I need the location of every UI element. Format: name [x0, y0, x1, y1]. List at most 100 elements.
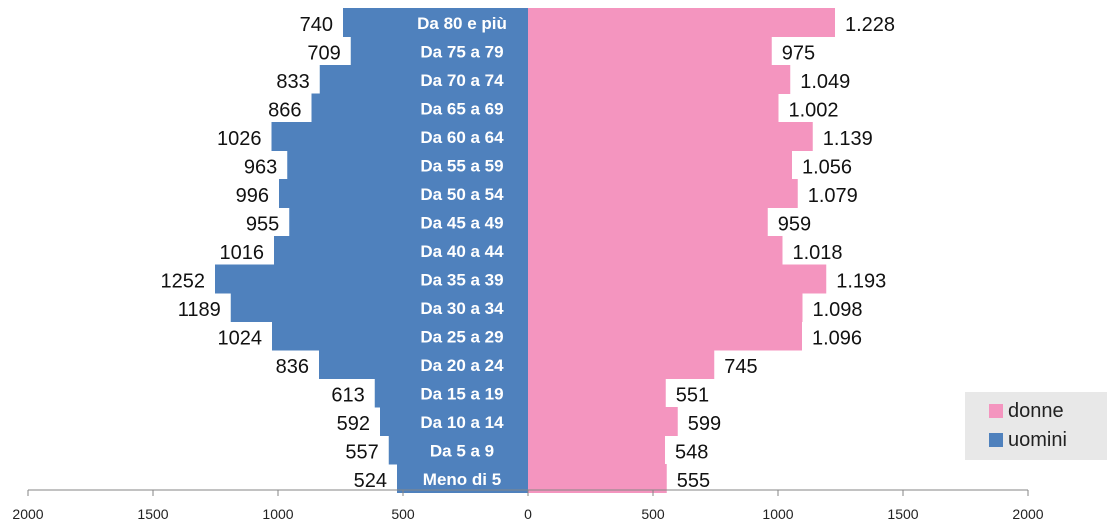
bar-donne [528, 122, 813, 151]
value-label-uomini: 740 [300, 14, 333, 36]
value-label-uomini: 1024 [218, 328, 263, 350]
legend-label-uomini: uomini [1008, 428, 1067, 451]
men-bars [215, 8, 528, 493]
women-bars [528, 8, 835, 493]
value-label-donne: 959 [778, 214, 811, 236]
bar-uomini [230, 293, 528, 322]
x-tick-label: 1500 [887, 506, 918, 522]
value-label-uomini: 866 [268, 100, 301, 122]
bar-donne [528, 435, 665, 465]
age-group-label: Da 45 a 49 [420, 214, 503, 233]
age-group-label: Da 5 a 9 [430, 442, 494, 461]
value-label-donne: 1.056 [802, 157, 852, 179]
value-label-uomini: 833 [276, 71, 309, 93]
value-label-uomini: 709 [307, 43, 340, 65]
age-group-label: Da 60 a 64 [420, 128, 504, 147]
bar-donne [528, 293, 803, 322]
value-label-uomini: 996 [236, 185, 269, 207]
value-label-donne: 1.079 [808, 185, 858, 207]
bar-donne [528, 8, 835, 37]
value-label-uomini: 557 [345, 442, 378, 464]
bar-uomini [289, 207, 528, 237]
age-group-label: Da 10 a 14 [420, 413, 504, 432]
bar-uomini [272, 321, 528, 351]
bar-uomini [271, 122, 528, 151]
bar-uomini [374, 378, 528, 408]
bar-donne [528, 207, 768, 237]
value-label-donne: 745 [724, 356, 757, 378]
legend: donne uomini [965, 392, 1107, 460]
value-label-uomini: 1016 [220, 242, 265, 264]
bar-uomini [343, 8, 528, 37]
value-label-donne: 1.098 [813, 299, 863, 321]
age-group-label: Da 50 a 54 [420, 185, 504, 204]
age-group-label: Da 35 a 39 [420, 271, 503, 290]
bar-donne [528, 264, 827, 294]
bar-uomini [319, 65, 528, 94]
bar-uomini [388, 435, 528, 465]
bar-donne [528, 65, 791, 94]
legend-swatch-donne [989, 404, 1003, 418]
bar-uomini [319, 350, 528, 379]
age-group-label: Da 20 a 24 [420, 356, 504, 375]
bar-uomini [215, 264, 528, 294]
bar-donne [528, 93, 779, 123]
legend-swatch-uomini [989, 433, 1003, 447]
value-labels: 740 1.228 709 975 833 1.049 866 1.002 1026 1.139 9… [161, 14, 896, 492]
value-label-uomini: 524 [354, 470, 387, 492]
age-group-label: Da 30 a 34 [420, 299, 504, 318]
bar-uomini [350, 36, 528, 66]
age-group-label: Da 55 a 59 [420, 157, 503, 176]
bar-donne [528, 321, 802, 351]
x-tick-label: 1000 [762, 506, 793, 522]
age-group-label: Da 40 a 44 [420, 242, 504, 261]
value-label-donne: 1.018 [793, 242, 843, 264]
age-group-label: Da 80 e più [417, 14, 507, 33]
value-label-uomini: 963 [244, 157, 277, 179]
bar-donne [528, 36, 772, 66]
bar-donne [528, 236, 783, 265]
value-label-uomini: 1026 [217, 128, 262, 150]
value-label-donne: 551 [676, 385, 709, 407]
bar-uomini [311, 93, 528, 123]
x-tick-label: 0 [524, 506, 532, 522]
value-label-donne: 1.193 [836, 271, 886, 293]
legend-item-uomini: uomini [989, 428, 1067, 452]
bar-uomini [380, 407, 528, 436]
legend-label-donne: donne [1008, 399, 1064, 422]
value-label-donne: 548 [675, 442, 708, 464]
x-tick-label: 2000 [12, 506, 43, 522]
bar-donne [528, 179, 798, 208]
value-label-donne: 555 [677, 470, 710, 492]
value-label-donne: 1.049 [800, 71, 850, 93]
age-group-label: Da 75 a 79 [420, 43, 503, 62]
value-label-uomini: 1189 [178, 299, 221, 321]
bar-uomini [279, 179, 528, 208]
value-label-uomini: 1252 [161, 271, 206, 293]
value-label-donne: 1.002 [789, 100, 839, 122]
x-tick-label: 500 [391, 506, 415, 522]
value-label-uomini: 613 [331, 385, 364, 407]
legend-item-donne: donne [989, 399, 1064, 423]
bar-uomini [274, 236, 528, 265]
value-label-donne: 1.096 [812, 328, 862, 350]
value-label-donne: 975 [782, 43, 815, 65]
age-group-labels: Da 80 e più Da 75 a 79 Da 70 a 74 Da 65 a 6… [417, 14, 507, 489]
bar-uomini [397, 464, 528, 493]
bar-donne [528, 150, 792, 180]
x-tick-label: 500 [641, 506, 665, 522]
bar-donne [528, 350, 715, 379]
value-label-donne: 599 [688, 413, 721, 435]
x-tick-label: 2000 [1012, 506, 1043, 522]
x-tick-label: 1000 [262, 506, 293, 522]
age-group-label: Da 65 a 69 [420, 100, 503, 119]
bar-uomini [287, 150, 528, 180]
value-label-donne: 1.139 [823, 128, 873, 150]
value-label-donne: 1.228 [845, 14, 895, 36]
age-group-label: Da 25 a 29 [420, 328, 503, 347]
age-group-label: Meno di 5 [423, 470, 501, 489]
x-tick-label: 1500 [137, 506, 168, 522]
bar-donne [528, 378, 666, 408]
bar-donne [528, 464, 667, 493]
